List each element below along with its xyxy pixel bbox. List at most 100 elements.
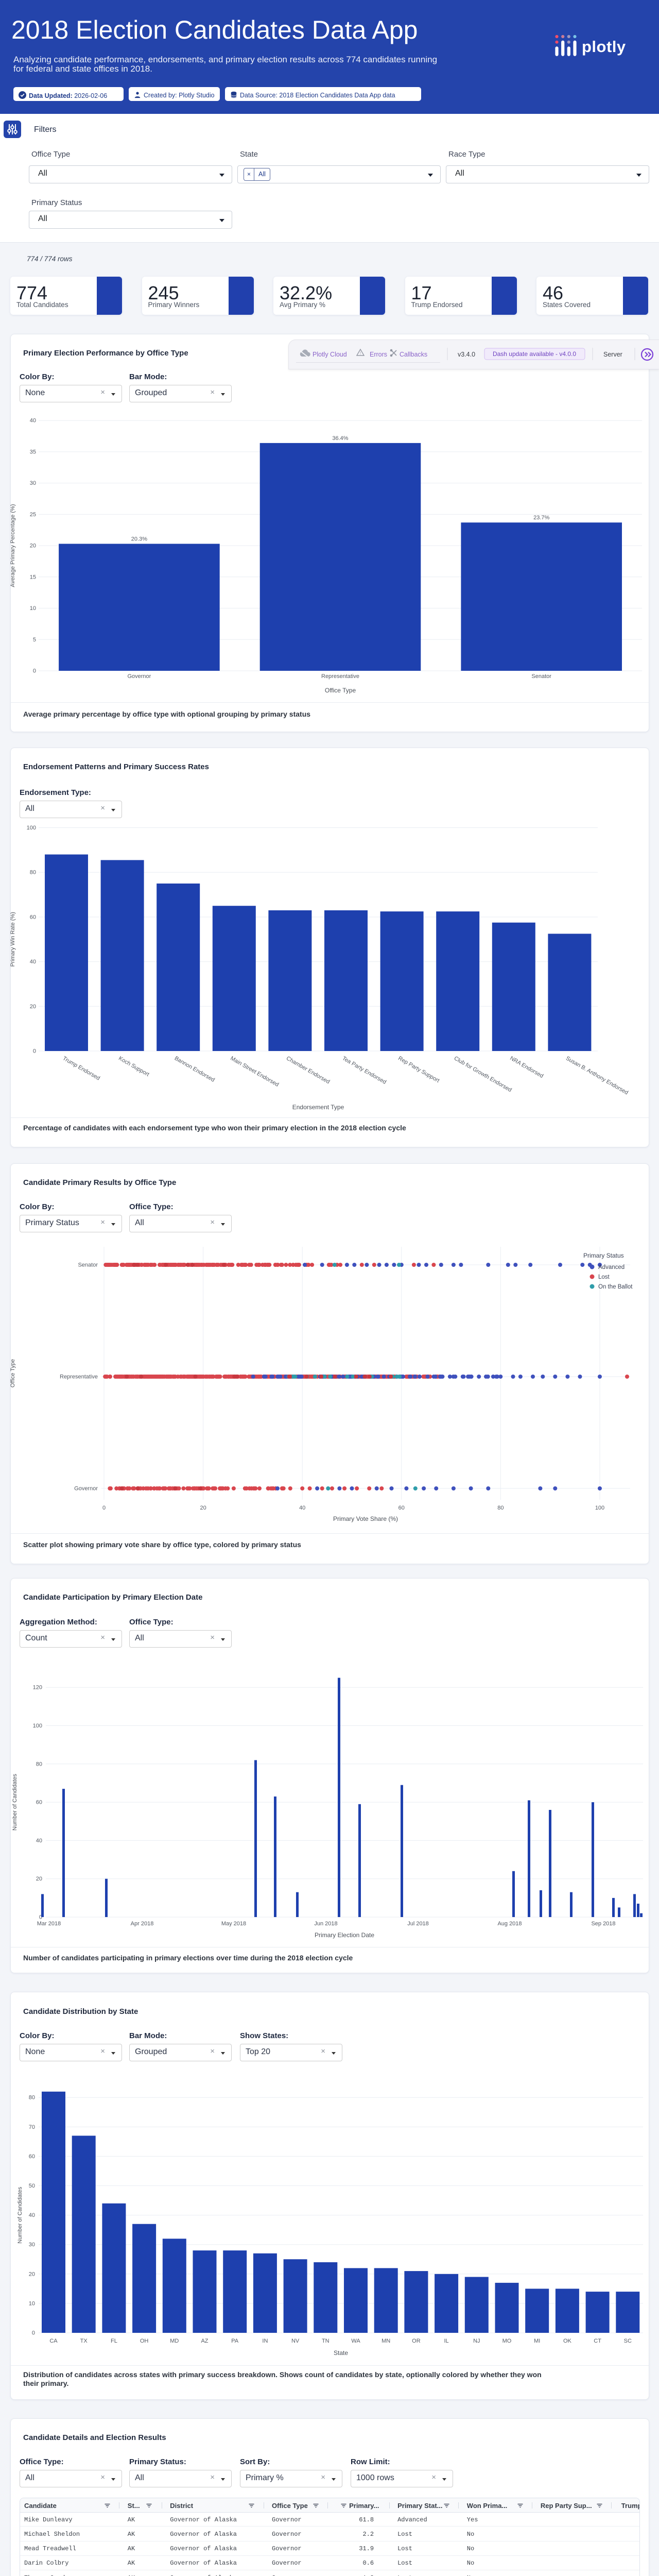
svg-text:20: 20 bbox=[30, 1004, 36, 1010]
svg-text:23.7%: 23.7% bbox=[533, 515, 549, 521]
svg-text:20: 20 bbox=[36, 1876, 42, 1882]
svg-text:15: 15 bbox=[30, 574, 36, 580]
svg-text:60: 60 bbox=[30, 914, 36, 920]
svg-text:May 2018: May 2018 bbox=[221, 1921, 246, 1927]
svg-text:Advanced: Advanced bbox=[598, 1264, 625, 1270]
svg-text:Governor: Governor bbox=[127, 673, 151, 680]
svg-text:Primary Win Rate (%): Primary Win Rate (%) bbox=[10, 912, 16, 967]
svg-text:30: 30 bbox=[29, 2242, 35, 2248]
svg-text:IL: IL bbox=[444, 2338, 449, 2344]
svg-text:PA: PA bbox=[231, 2338, 239, 2344]
svg-text:Sep 2018: Sep 2018 bbox=[591, 1921, 615, 1927]
svg-text:100: 100 bbox=[27, 825, 36, 831]
svg-text:40: 40 bbox=[29, 2212, 35, 2218]
svg-text:10: 10 bbox=[29, 2300, 35, 2307]
svg-text:AZ: AZ bbox=[201, 2338, 208, 2344]
svg-text:36.4%: 36.4% bbox=[332, 435, 348, 442]
svg-text:Plotly Cloud: Plotly Cloud bbox=[313, 351, 347, 358]
svg-text:60: 60 bbox=[398, 1505, 405, 1511]
svg-text:Endorsement Type: Endorsement Type bbox=[292, 1104, 344, 1111]
svg-text:plotly: plotly bbox=[582, 38, 626, 56]
svg-text:MN: MN bbox=[381, 2338, 390, 2344]
svg-text:MD: MD bbox=[170, 2338, 179, 2344]
svg-text:70: 70 bbox=[29, 2124, 35, 2130]
svg-text:60: 60 bbox=[36, 1800, 42, 1806]
svg-text:40: 40 bbox=[30, 959, 36, 965]
svg-text:80: 80 bbox=[29, 2095, 35, 2101]
svg-text:On the Ballot: On the Ballot bbox=[598, 1284, 633, 1290]
svg-text:Lost: Lost bbox=[598, 1274, 610, 1280]
svg-text:35: 35 bbox=[30, 449, 36, 455]
svg-text:Bannon Endorsed: Bannon Endorsed bbox=[174, 1055, 216, 1083]
svg-text:NV: NV bbox=[291, 2338, 300, 2344]
svg-text:10: 10 bbox=[30, 605, 36, 612]
svg-text:State: State bbox=[334, 2349, 348, 2357]
svg-text:FL: FL bbox=[111, 2338, 117, 2344]
svg-text:Senator: Senator bbox=[531, 673, 551, 680]
svg-text:Average Primary Percentage (%): Average Primary Percentage (%) bbox=[10, 504, 16, 587]
svg-text:Number of Candidates: Number of Candidates bbox=[17, 2187, 23, 2244]
svg-text:20: 20 bbox=[200, 1505, 206, 1511]
svg-text:Rep Party Support: Rep Party Support bbox=[397, 1055, 440, 1084]
svg-text:0: 0 bbox=[32, 2330, 35, 2336]
svg-text:Main Street Endorsed: Main Street Endorsed bbox=[229, 1055, 280, 1088]
svg-text:!: ! bbox=[360, 351, 361, 356]
svg-text:Primary Election Date: Primary Election Date bbox=[315, 1931, 374, 1939]
svg-text:Callbacks: Callbacks bbox=[400, 351, 427, 358]
svg-text:Koch Support: Koch Support bbox=[117, 1055, 150, 1078]
svg-text:MI: MI bbox=[534, 2338, 540, 2344]
svg-text:Apr 2018: Apr 2018 bbox=[131, 1921, 154, 1927]
svg-text:Dash update available - v4.0.0: Dash update available - v4.0.0 bbox=[493, 350, 576, 358]
svg-text:TX: TX bbox=[80, 2338, 88, 2344]
svg-text:Mar 2018: Mar 2018 bbox=[37, 1921, 61, 1927]
svg-text:WA: WA bbox=[351, 2338, 360, 2344]
svg-text:Representative: Representative bbox=[321, 673, 359, 680]
svg-text:Club for Growth Endorsed: Club for Growth Endorsed bbox=[453, 1055, 513, 1093]
svg-text:MO: MO bbox=[502, 2338, 512, 2344]
svg-text:80: 80 bbox=[36, 1761, 42, 1767]
svg-text:Primary Status: Primary Status bbox=[583, 1252, 624, 1259]
svg-text:100: 100 bbox=[595, 1505, 604, 1511]
svg-text:50: 50 bbox=[29, 2183, 35, 2189]
svg-text:Chamber Endorsed: Chamber Endorsed bbox=[285, 1055, 331, 1085]
svg-text:NRA Endorsed: NRA Endorsed bbox=[509, 1055, 544, 1079]
svg-text:OR: OR bbox=[412, 2338, 421, 2344]
svg-text:40: 40 bbox=[299, 1505, 305, 1511]
svg-text:30: 30 bbox=[30, 480, 36, 486]
svg-text:0: 0 bbox=[39, 1914, 42, 1921]
svg-text:Tea Party Endorsed: Tea Party Endorsed bbox=[341, 1055, 388, 1086]
svg-text:v3.4.0: v3.4.0 bbox=[458, 351, 475, 358]
svg-text:TN: TN bbox=[322, 2338, 330, 2344]
svg-text:Representative: Representative bbox=[60, 1374, 98, 1380]
svg-text:Number of Candidates: Number of Candidates bbox=[12, 1774, 18, 1831]
svg-text:20: 20 bbox=[29, 2271, 35, 2277]
svg-text:20.3%: 20.3% bbox=[131, 536, 147, 543]
svg-text:0: 0 bbox=[33, 1048, 36, 1055]
svg-text:Aug 2018: Aug 2018 bbox=[497, 1921, 522, 1927]
svg-text:CA: CA bbox=[49, 2338, 58, 2344]
svg-text:Trump Endorsed: Trump Endorsed bbox=[62, 1055, 101, 1081]
svg-text:40: 40 bbox=[36, 1838, 42, 1844]
svg-text:0: 0 bbox=[102, 1505, 106, 1511]
svg-text:Errors: Errors bbox=[370, 351, 387, 358]
svg-text:25: 25 bbox=[30, 512, 36, 518]
svg-text:OH: OH bbox=[140, 2338, 149, 2344]
svg-text:Office Type: Office Type bbox=[10, 1359, 16, 1387]
svg-text:80: 80 bbox=[497, 1505, 504, 1511]
svg-text:20: 20 bbox=[30, 543, 36, 549]
svg-text:5: 5 bbox=[33, 637, 36, 643]
svg-text:Governor: Governor bbox=[74, 1486, 98, 1492]
svg-text:120: 120 bbox=[33, 1685, 42, 1691]
svg-text:OK: OK bbox=[563, 2338, 572, 2344]
svg-text:SC: SC bbox=[624, 2338, 632, 2344]
svg-text:60: 60 bbox=[29, 2154, 35, 2160]
svg-text:CT: CT bbox=[594, 2338, 601, 2344]
svg-text:Office Type: Office Type bbox=[325, 687, 356, 694]
svg-text:IN: IN bbox=[262, 2338, 268, 2344]
svg-text:Susan B. Anthony Endorsed: Susan B. Anthony Endorsed bbox=[565, 1055, 629, 1096]
svg-text:100: 100 bbox=[33, 1723, 42, 1729]
svg-text:Primary Vote Share (%): Primary Vote Share (%) bbox=[333, 1515, 398, 1522]
svg-text:Jul 2018: Jul 2018 bbox=[407, 1921, 429, 1927]
svg-text:0: 0 bbox=[33, 668, 36, 674]
svg-text:NJ: NJ bbox=[473, 2338, 480, 2344]
